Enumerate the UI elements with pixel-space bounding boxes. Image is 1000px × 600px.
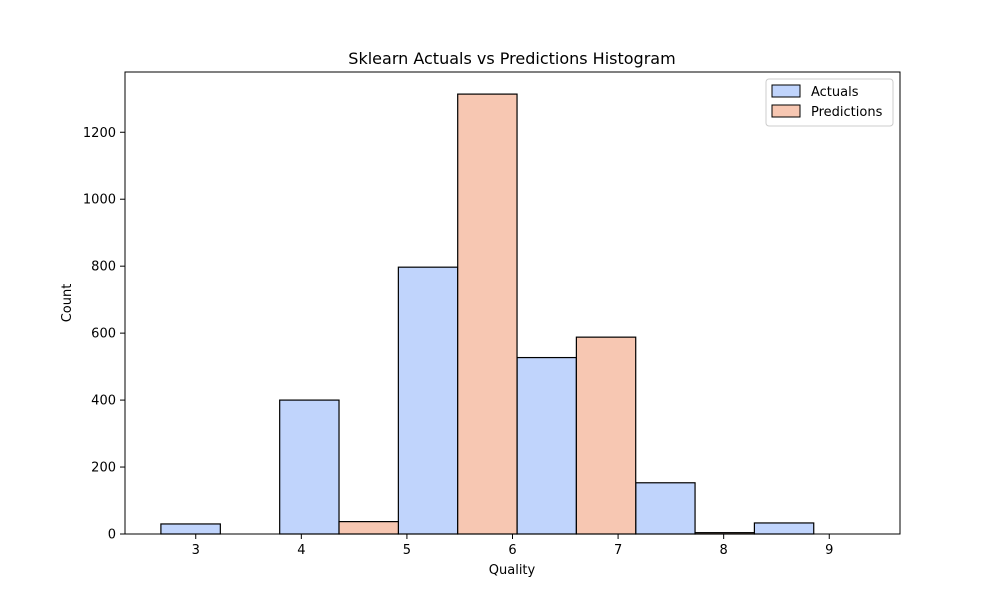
legend: Actuals Predictions: [765, 78, 894, 127]
x-tick-label: 9: [825, 543, 833, 558]
legend-label-actuals: Actuals: [811, 85, 859, 100]
y-tick-label: 1200: [83, 126, 116, 141]
bar-actuals-5: [753, 522, 815, 535]
x-tick-label: 6: [508, 543, 516, 558]
legend-label-predictions: Predictions: [811, 105, 883, 120]
y-tick-label: 200: [91, 461, 116, 476]
y-axis-label: Count: [60, 284, 75, 323]
legend-swatch-predictions: [771, 104, 801, 118]
y-tick-label: 400: [91, 394, 116, 409]
bar-predictions-2: [457, 93, 518, 535]
bar-actuals-2: [397, 266, 459, 535]
y-tick-label: 800: [91, 260, 116, 275]
bar-predictions-3: [575, 336, 637, 535]
bar-actuals-3: [516, 356, 577, 535]
bar-actuals-4: [635, 482, 696, 535]
x-tick-label: 7: [614, 543, 622, 558]
x-tick-label: 3: [192, 543, 200, 558]
x-axis-label: Quality: [489, 563, 536, 578]
bar-predictions-1: [338, 521, 399, 535]
x-axis: 3 4 5 6 7 8 9: [192, 534, 833, 558]
y-tick-label: 600: [91, 327, 116, 342]
x-tick-label: 5: [403, 543, 411, 558]
x-tick-label: 8: [720, 543, 728, 558]
y-tick-label: 0: [108, 528, 116, 543]
y-tick-label: 1000: [83, 193, 116, 208]
bars-group: [160, 93, 815, 535]
y-axis: 0 200 400 600 800 1000 1200: [83, 126, 125, 543]
x-tick-label: 4: [297, 543, 305, 558]
bar-actuals-1: [279, 399, 340, 535]
chart-title: Sklearn Actuals vs Predictions Histogram: [348, 49, 675, 68]
legend-swatch-actuals: [771, 84, 801, 98]
bar-actuals-0: [160, 523, 221, 535]
